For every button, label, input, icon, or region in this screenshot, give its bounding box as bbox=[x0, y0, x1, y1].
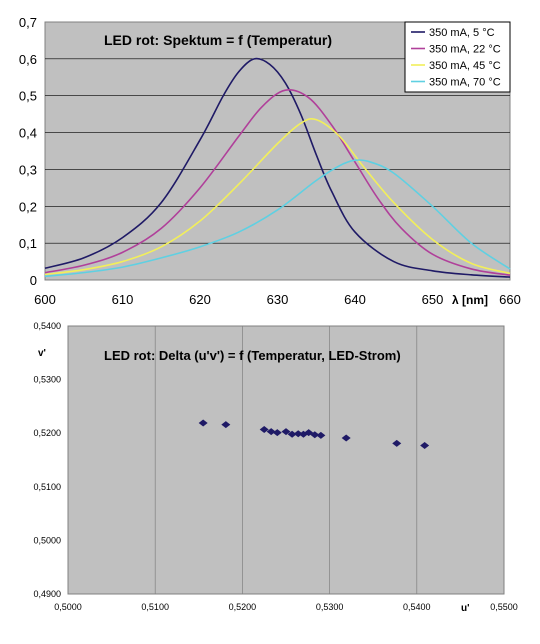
spectrum-y-tick-label: 0,5 bbox=[19, 89, 37, 104]
spectrum-y-tick-labels: 0 0,1 0,2 0,3 0,4 0,5 0,6 0,7 bbox=[19, 15, 37, 288]
spectrum-series-line-2 bbox=[44, 89, 511, 276]
uv-data-point bbox=[316, 431, 326, 439]
uv-data-point bbox=[198, 419, 208, 427]
spectrum-legend-label: 350 mA, 5 °C bbox=[429, 27, 495, 39]
uv-data-point bbox=[259, 425, 269, 433]
uv-gridlines bbox=[154, 326, 418, 594]
uv-data-point bbox=[281, 428, 291, 436]
uv-x-tick-label: 0,5500 bbox=[490, 602, 518, 612]
uv-chart-title: LED rot: Delta (u'v') = f (Temperatur, L… bbox=[104, 348, 401, 363]
uv-data-point bbox=[287, 430, 297, 438]
uv-y-tick-label: 0,5400 bbox=[33, 321, 61, 331]
uv-plot-area bbox=[67, 325, 505, 595]
spectrum-series-group bbox=[44, 57, 511, 278]
spectrum-legend-label: 350 mA, 70 °C bbox=[429, 77, 501, 89]
uv-x-tick-label: 0,5200 bbox=[229, 602, 257, 612]
spectrum-x-tick-label: 660 bbox=[499, 292, 521, 307]
uv-x-tick-label: 0,5100 bbox=[141, 602, 169, 612]
uv-points-group bbox=[198, 419, 430, 450]
spectrum-y-tick-label: 0 bbox=[30, 273, 37, 288]
spectrum-y-tick-label: 0,2 bbox=[19, 199, 37, 214]
spectrum-legend: 350 mA, 5 °C 350 mA, 22 °C 350 mA, 45 °C 35… bbox=[404, 21, 511, 93]
uv-y-tick-label: 0,5100 bbox=[33, 482, 61, 492]
spectrum-y-tick-label: 0,3 bbox=[19, 162, 37, 177]
uv-data-point bbox=[266, 428, 276, 436]
uv-chart: 0,4900 0,5000 0,5100 0,5200 0,5300 0,5400 0,5… bbox=[33, 321, 517, 614]
uv-x-tick-labels: 0,5000 0,5100 0,5200 0,5300 0,5400 0,5500 bbox=[54, 602, 518, 612]
spectrum-y-tick-label: 0,1 bbox=[19, 236, 37, 251]
uv-data-point bbox=[293, 430, 303, 438]
spectrum-x-tick-label: 650 bbox=[422, 292, 444, 307]
spectrum-legend-box bbox=[404, 21, 511, 93]
spectrum-y-tick-label: 0,7 bbox=[19, 15, 37, 30]
spectrum-legend-label: 350 mA, 45 °C bbox=[429, 60, 501, 72]
spectrum-x-tick-labels: 600 610 620 630 640 650 660 bbox=[34, 292, 521, 307]
spectrum-x-tick-label: 620 bbox=[189, 292, 211, 307]
uv-y-tick-label: 0,5000 bbox=[33, 535, 61, 545]
spectrum-chart-title: LED rot: Spektum = f (Temperatur) bbox=[104, 32, 332, 48]
uv-x-tick-label: 0,5400 bbox=[403, 602, 431, 612]
uv-data-point bbox=[221, 421, 231, 429]
spectrum-series-line-4 bbox=[44, 159, 511, 278]
uv-y-tick-labels: 0,4900 0,5000 0,5100 0,5200 0,5300 0,5400 bbox=[33, 321, 61, 599]
spectrum-y-tick-label: 0,4 bbox=[19, 126, 37, 141]
spectrum-series-line-3 bbox=[44, 117, 511, 276]
spectrum-series-line-1 bbox=[44, 57, 511, 278]
spectrum-x-axis-label: λ [nm] bbox=[452, 293, 488, 307]
uv-x-tick-label: 0,5000 bbox=[54, 602, 82, 612]
spectrum-x-tick-label: 640 bbox=[344, 292, 366, 307]
spectrum-x-tick-label: 600 bbox=[34, 292, 56, 307]
uv-data-point bbox=[420, 442, 430, 450]
spectrum-x-tick-label: 630 bbox=[267, 292, 289, 307]
uv-data-point bbox=[272, 429, 282, 437]
uv-x-axis-label: u' bbox=[461, 603, 470, 614]
spectrum-legend-label: 350 mA, 22 °C bbox=[429, 44, 501, 56]
spectrum-x-tick-label: 610 bbox=[112, 292, 134, 307]
uv-x-tick-label: 0,5300 bbox=[316, 602, 344, 612]
uv-data-point bbox=[310, 431, 320, 439]
spectrum-y-tick-label: 0,6 bbox=[19, 52, 37, 67]
uv-y-tick-label: 0,5200 bbox=[33, 428, 61, 438]
spectrum-chart: 0 0,1 0,2 0,3 0,4 0,5 0,6 0,7 600 610 620 630 640 65… bbox=[19, 15, 521, 307]
uv-data-point bbox=[392, 439, 402, 447]
uv-y-axis-label: v' bbox=[38, 348, 46, 359]
uv-data-point bbox=[341, 434, 351, 442]
uv-y-tick-label: 0,5300 bbox=[33, 375, 61, 385]
uv-y-tick-label: 0,4900 bbox=[33, 589, 61, 599]
spectrum-legend-entries: 350 mA, 5 °C 350 mA, 22 °C 350 mA, 45 °C 35… bbox=[411, 27, 501, 89]
